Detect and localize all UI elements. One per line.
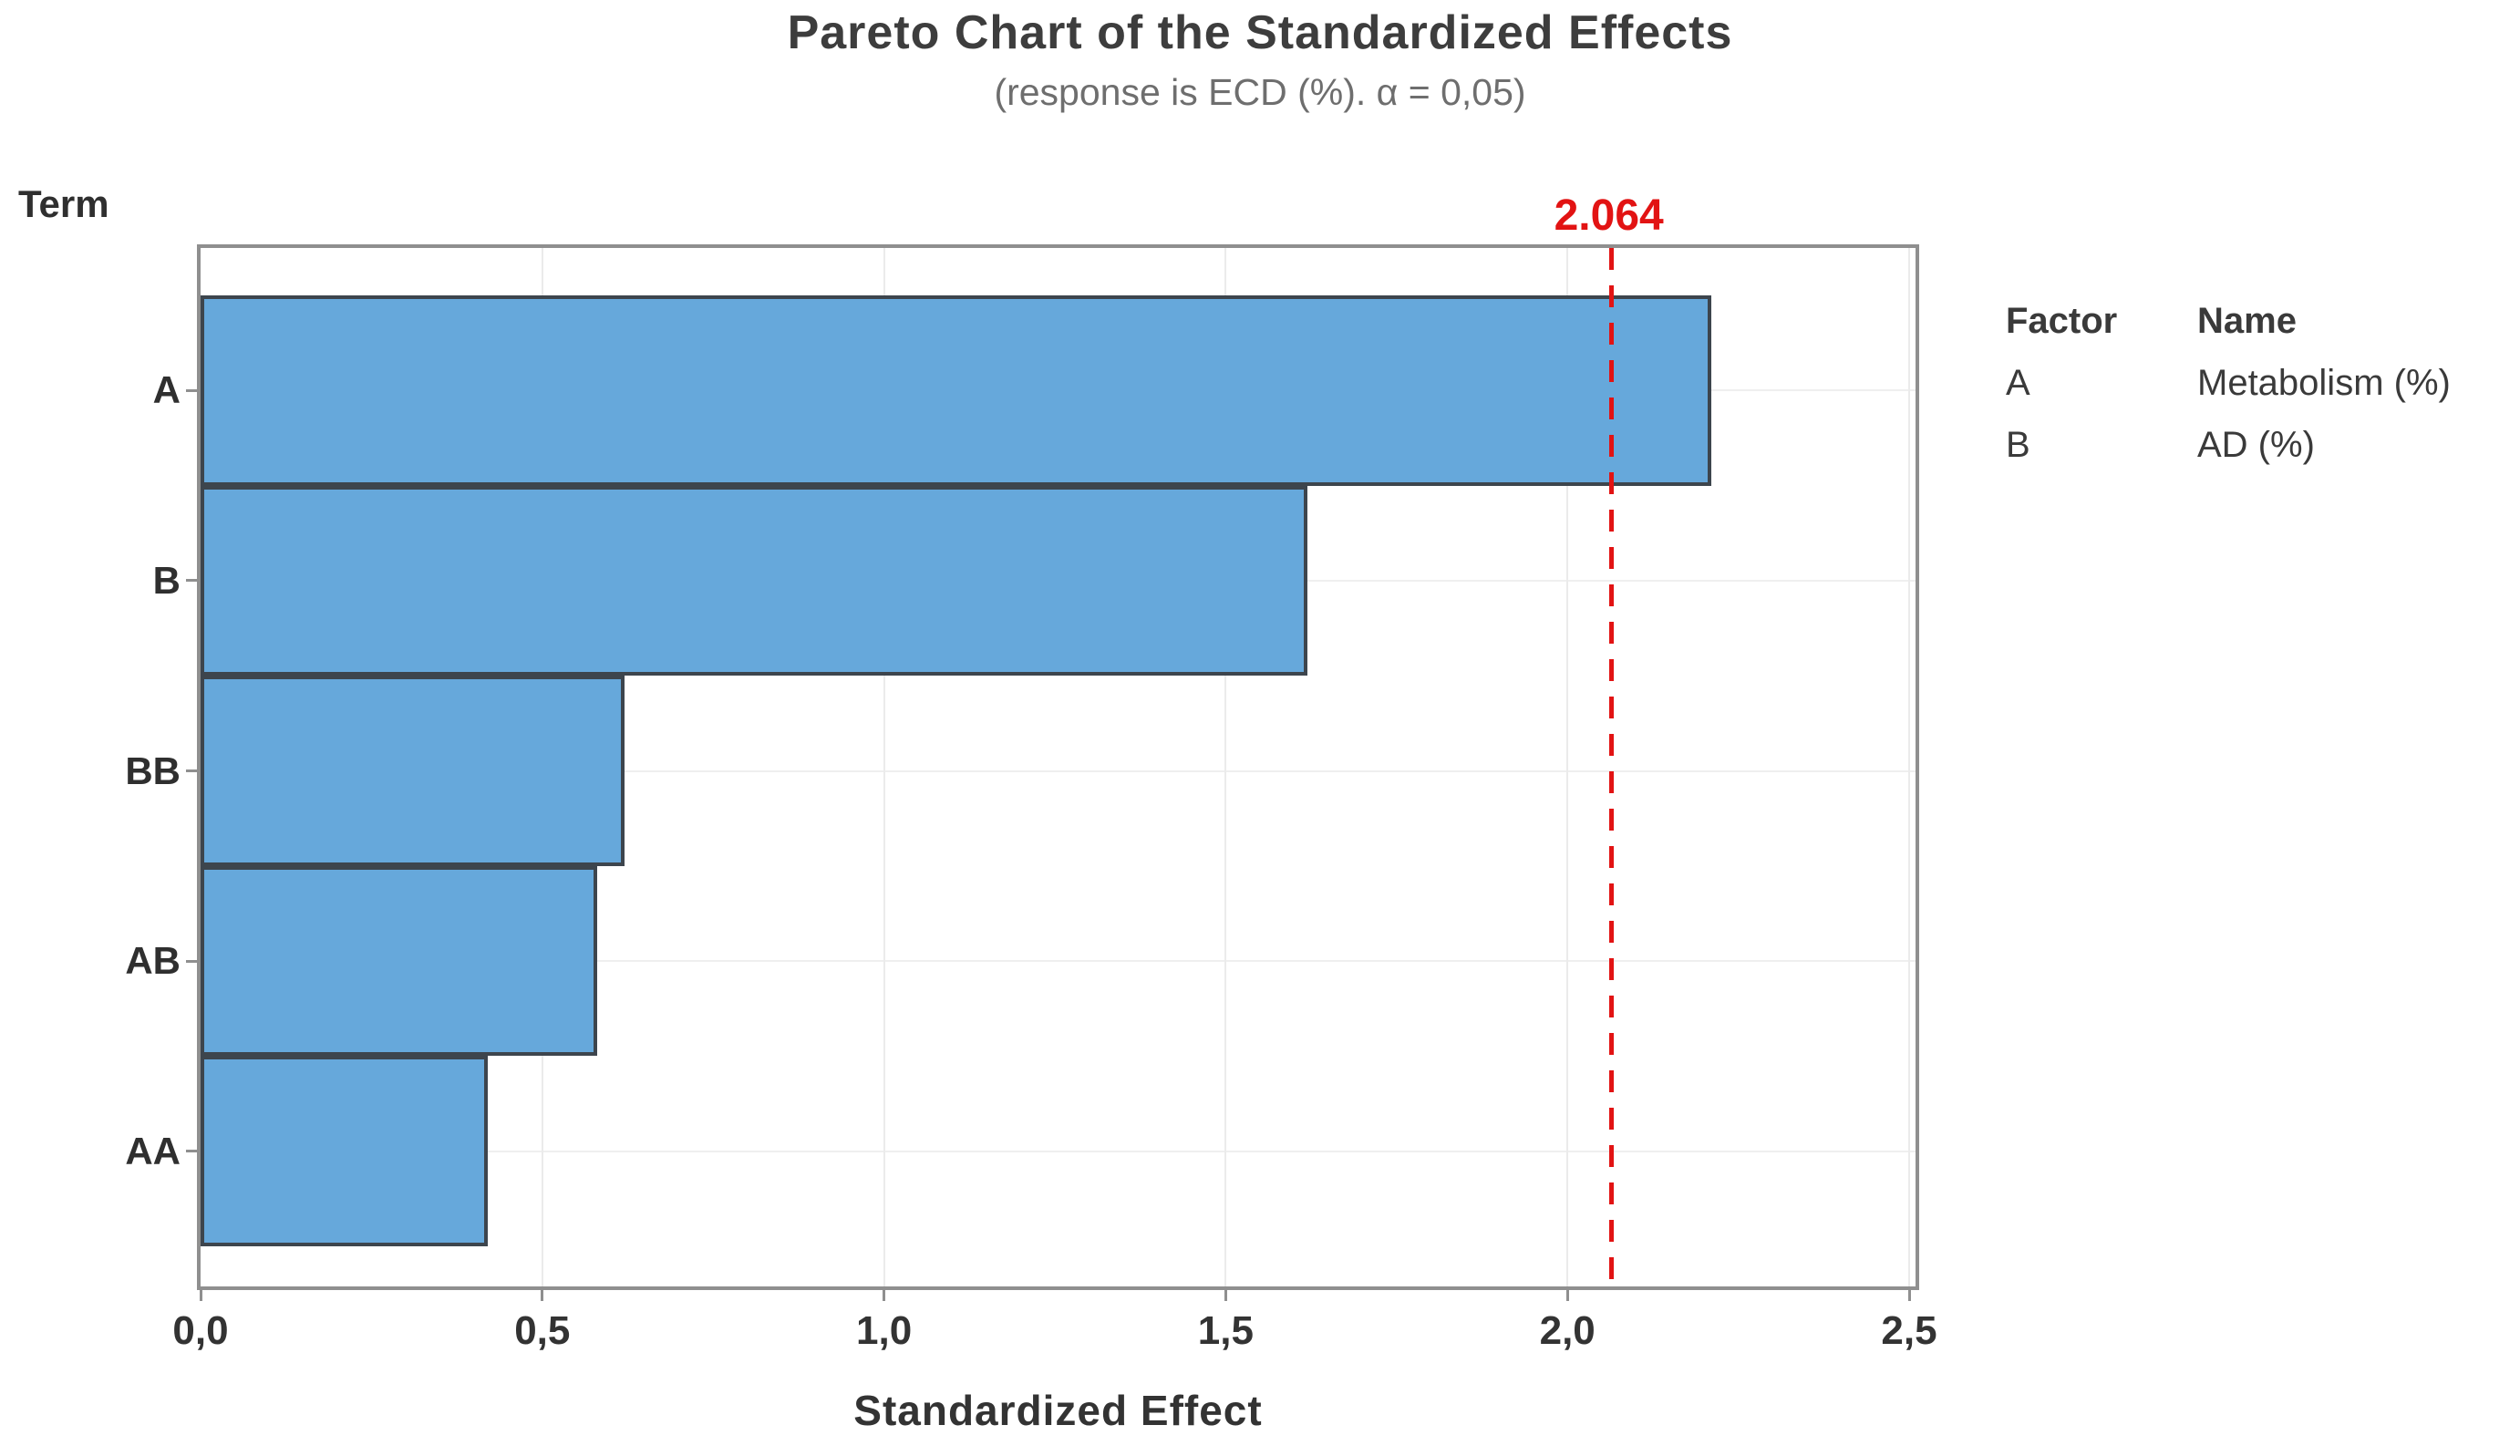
x-tick-label-0,5: 0,5 xyxy=(514,1308,571,1353)
chart-subtitle: (response is ECD (%). α = 0,05) xyxy=(994,71,1526,113)
y-axis-title: Term xyxy=(18,182,109,225)
vertical-gridline xyxy=(1566,248,1569,1286)
reference-line: 2.064 xyxy=(1554,191,1664,1286)
bar-B xyxy=(201,485,1308,676)
legend-name-value: AD (%) xyxy=(2197,425,2315,465)
y-tick-B xyxy=(186,579,201,583)
legend-row-B: B AD (%) xyxy=(2006,414,2451,476)
y-category-label-A: A xyxy=(152,368,181,412)
bar-BB xyxy=(201,676,625,866)
reference-line-label: 2.064 xyxy=(1554,191,1664,240)
legend-factor-value: B xyxy=(2006,425,2030,465)
legend-header-factor: Factor xyxy=(2006,301,2118,341)
plot-area: A B BB AB AA 0,0 0,5 1,0 1,5 2,0 2,5 2.064 xyxy=(125,191,1936,1353)
x-tick-2,0 xyxy=(1565,1286,1569,1301)
y-tick-AA xyxy=(186,1150,201,1153)
x-tick-0,0 xyxy=(199,1286,202,1301)
legend-header-row: Factor Name xyxy=(2006,290,2451,352)
bar-AB xyxy=(201,865,597,1057)
vertical-gridline xyxy=(883,248,885,1286)
legend-row-A: A Metabolism (%) xyxy=(2006,352,2451,414)
legend-rows: A Metabolism (%) B AD (%) xyxy=(2006,352,2451,476)
y-category-label-BB: BB xyxy=(125,749,181,792)
y-tick-AB xyxy=(186,959,201,963)
x-tick-1,0 xyxy=(883,1286,886,1301)
horizontal-gridline xyxy=(201,769,1916,772)
horizontal-gridline xyxy=(201,1150,1916,1152)
x-tick-label-0,0: 0,0 xyxy=(172,1308,229,1353)
x-tick-label-2,0: 2,0 xyxy=(1539,1308,1596,1353)
vertical-gridline xyxy=(1224,248,1227,1286)
y-category-label-B: B xyxy=(152,558,181,602)
vertical-gridline xyxy=(1908,248,1910,1286)
x-tick-1,5 xyxy=(1224,1286,1227,1301)
bar-A xyxy=(201,295,1711,486)
x-tick-label-2,5: 2,5 xyxy=(1881,1308,1937,1353)
horizontal-gridline xyxy=(201,960,1916,963)
x-tick-0,5 xyxy=(541,1286,544,1301)
chart-title: Pareto Chart of the Standardized Effects xyxy=(787,6,1733,59)
x-tick-2,5 xyxy=(1907,1286,1911,1301)
legend-header-name: Name xyxy=(2197,301,2297,341)
legend-factor-value: A xyxy=(2006,363,2030,403)
legend-name-value: Metabolism (%) xyxy=(2197,363,2451,403)
x-axis-label: Standardized Effect xyxy=(853,1387,1263,1434)
y-category-label-AA: AA xyxy=(125,1129,181,1172)
x-tick-label-1,0: 1,0 xyxy=(856,1308,913,1353)
y-tick-A xyxy=(186,388,201,392)
y-tick-BB xyxy=(186,769,201,772)
bar-AA xyxy=(201,1056,488,1246)
factor-legend: Factor Name A Metabolism (%) B AD (%) xyxy=(2006,290,2451,476)
x-tick-label-1,5: 1,5 xyxy=(1197,1308,1254,1353)
y-category-label-AB: AB xyxy=(125,939,181,983)
